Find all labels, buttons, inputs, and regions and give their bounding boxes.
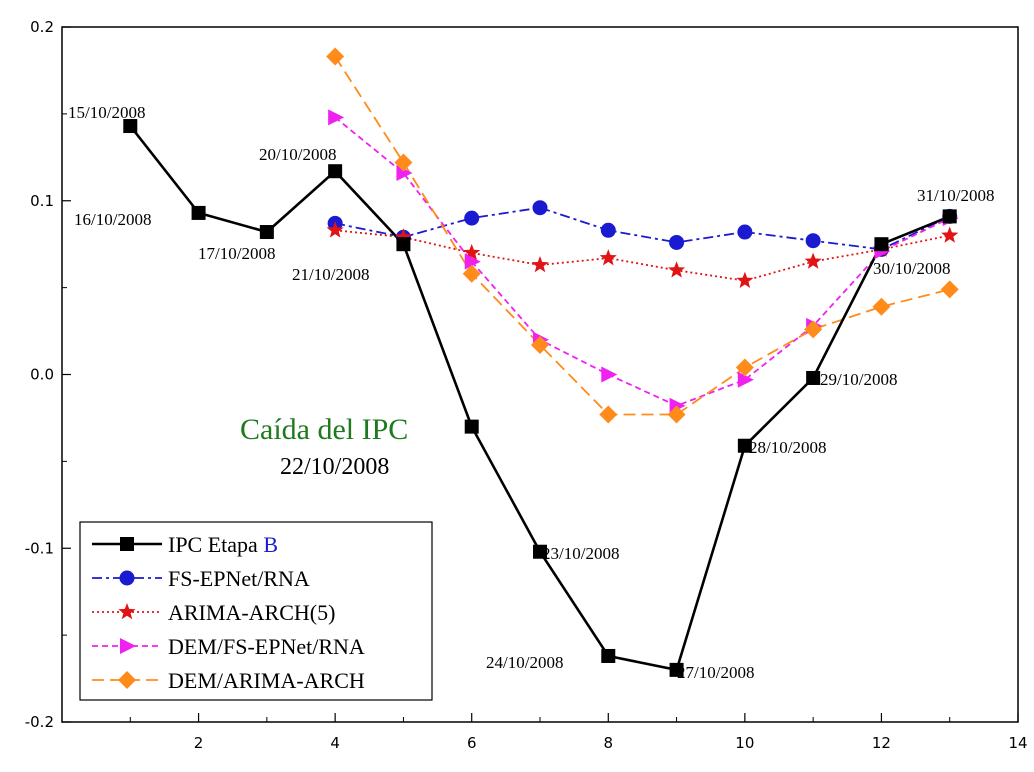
legend-marker-dem-arima-arch	[118, 671, 136, 689]
date-label-21-10: 21/10/2008	[292, 265, 369, 284]
point-ipc-etapa-b-6	[464, 419, 479, 434]
point-dem-arima-arch-8	[599, 405, 618, 424]
point-ipc-etapa-b-8	[601, 648, 616, 663]
date-label-29-10: 29/10/2008	[820, 370, 897, 389]
point-dem-arima-arch-12	[872, 297, 891, 316]
point-dem-arima-arch-5	[394, 153, 413, 172]
date-label-31-10: 31/10/2008	[917, 186, 994, 205]
point-dem-fs-epnet-rna-4	[328, 109, 345, 126]
series-markers	[123, 47, 959, 677]
axes: 2 4 6 8 10 12 14 -0.2 -0.1 0.0 0.1 0.2	[25, 18, 1028, 752]
point-fs-epnet-rna-11	[805, 233, 821, 249]
callout-title: Caída del IPC	[240, 413, 408, 446]
x-tick-label-12: 12	[872, 734, 891, 752]
date-label-17-10: 17/10/2008	[198, 244, 275, 263]
legend-marker-ipc-etapa-b	[120, 537, 134, 551]
point-dem-arima-arch-7	[531, 335, 549, 354]
series-line-dem-arima-arch	[334, 56, 950, 416]
point-fs-epnet-rna-6	[464, 210, 480, 226]
point-ipc-etapa-b-3	[259, 225, 274, 240]
legend-marker-dem-fs-epnet-rna	[120, 638, 136, 654]
date-label-30-10: 30/10/2008	[873, 259, 950, 278]
point-dem-arima-arch-13	[940, 280, 959, 299]
point-dem-arima-arch-11	[804, 320, 823, 339]
series-line-arima-arch-5-	[335, 229, 950, 282]
y-tick-label--0.1: -0.1	[25, 539, 54, 557]
point-ipc-etapa-b-10	[737, 438, 752, 453]
point-dem-fs-epnet-rna-10	[737, 371, 754, 388]
date-label-27-10: 27/10/2008	[677, 663, 754, 682]
x-tick-label-2: 2	[194, 734, 204, 752]
point-ipc-etapa-b-2	[191, 205, 206, 220]
point-arima-arch-5--11	[804, 252, 822, 269]
point-dem-fs-epnet-rna-5	[396, 164, 413, 181]
date-label-23-10: 23/10/2008	[542, 544, 619, 563]
point-dem-arima-arch-4	[326, 47, 345, 66]
point-fs-epnet-rna-8	[600, 222, 616, 238]
legend: IPC Etapa B FS-EPNet/RNA ARIMA-ARCH(5) DEM/…	[79, 521, 433, 701]
y-tick-label--0.2: -0.2	[25, 713, 54, 731]
date-label-20-10: 20/10/2008	[259, 145, 336, 164]
point-ipc-etapa-b-12	[874, 237, 889, 252]
legend-label-dem-arima-arch: DEM/ARIMA-ARCH	[168, 668, 365, 693]
date-label-24-10: 24/10/2008	[486, 653, 563, 672]
legend-marker-arima-arch-5-	[118, 603, 136, 620]
point-ipc-etapa-b-11	[806, 370, 821, 385]
point-dem-arima-arch-9	[667, 405, 686, 424]
point-dem-fs-epnet-rna-8	[601, 366, 618, 383]
point-dem-arima-arch-10	[735, 358, 754, 377]
point-arima-arch-5--5	[394, 228, 412, 245]
y-tick-label-0.2: 0.2	[30, 18, 54, 36]
point-dem-fs-epnet-rna-6	[464, 253, 481, 270]
x-tick-label-10: 10	[735, 734, 754, 752]
point-arima-arch-5--13	[941, 226, 959, 243]
legend-label-fs-epnet-rna: FS-EPNet/RNA	[168, 566, 310, 591]
point-ipc-etapa-b-13	[942, 209, 957, 224]
y-tick-label-0.1: 0.1	[30, 192, 54, 210]
date-label-16-10: 16/10/2008	[74, 210, 151, 229]
point-arima-arch-5--7	[531, 256, 549, 273]
point-arima-arch-5--4	[326, 221, 344, 238]
series-line-fs-epnet-rna	[334, 206, 951, 251]
point-ipc-etapa-b-1	[123, 119, 138, 134]
legend-label-dem-fs-epnet-rna: DEM/FS-EPNet/RNA	[168, 634, 365, 659]
x-tick-label-4: 4	[330, 734, 340, 752]
point-ipc-etapa-b-7	[533, 544, 547, 559]
date-label-28-10: 28/10/2008	[749, 438, 826, 457]
point-fs-epnet-rna-9	[669, 234, 685, 250]
callout-date: 22/10/2008	[280, 454, 389, 480]
point-fs-epnet-rna-7	[532, 200, 548, 216]
legend-label-arima-arch-5-: ARIMA-ARCH(5)	[168, 600, 335, 625]
point-arima-arch-5--10	[736, 271, 754, 288]
x-tick-label-6: 6	[467, 734, 477, 752]
point-ipc-etapa-b-5	[396, 237, 411, 252]
legend-label-ipc-etapa-b: IPC Etapa B	[168, 532, 278, 557]
point-ipc-etapa-b-9	[669, 662, 684, 677]
point-arima-arch-5--8	[599, 249, 617, 266]
date-annotations: 15/10/2008 16/10/2008 17/10/2008 20/10/2…	[68, 103, 994, 682]
x-tick-label-14: 14	[1008, 734, 1027, 752]
point-fs-epnet-rna-10	[737, 224, 753, 240]
point-ipc-etapa-b-4	[328, 164, 343, 179]
point-dem-arima-arch-6	[462, 264, 481, 283]
y-tick-label-0.0: 0.0	[30, 366, 54, 384]
legend-marker-fs-epnet-rna	[119, 570, 135, 586]
point-arima-arch-5--6	[463, 243, 481, 261]
date-label-15-10: 15/10/2008	[68, 103, 145, 122]
point-arima-arch-5--9	[668, 261, 686, 278]
x-tick-label-8: 8	[604, 734, 614, 752]
legend-box	[79, 521, 433, 701]
